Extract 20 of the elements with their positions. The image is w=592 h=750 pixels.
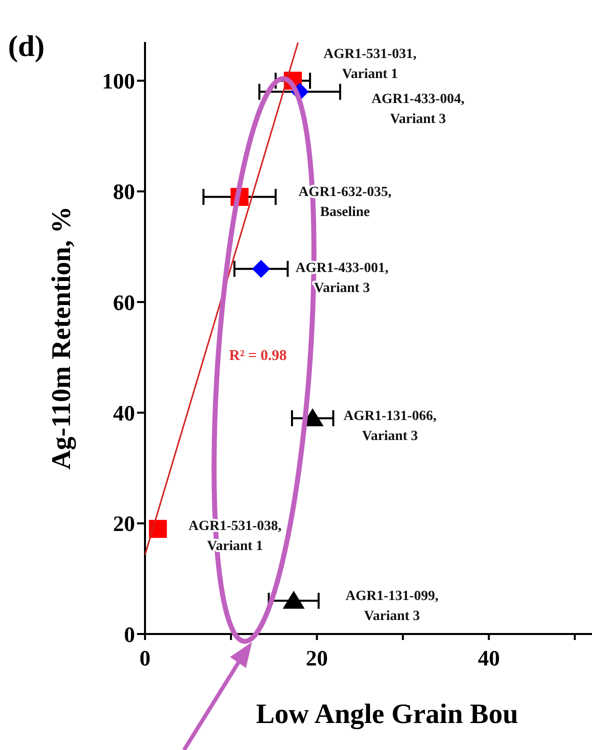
y-tick-label: 100 — [102, 68, 135, 94]
chart-title: (d) — [8, 30, 45, 63]
x-axis-title: Low Angle Grain Bou — [256, 699, 518, 730]
point — [252, 260, 270, 278]
annotation: AGR1-131-066, Variant 3 — [344, 409, 436, 444]
annotation: AGR1-433-004, Variant 3 — [372, 92, 464, 127]
y-tick-label: 40 — [113, 400, 135, 426]
y-tick-label: 20 — [113, 511, 135, 536]
point — [148, 520, 167, 538]
y-tick-label: 0 — [124, 622, 135, 647]
point — [282, 590, 305, 609]
y-tick-label: 80 — [113, 179, 135, 204]
annotation: AGR1-131-099, Variant 3 — [346, 589, 438, 624]
y-tick-label: 60 — [113, 290, 135, 315]
x-tick-label: 20 — [306, 646, 328, 671]
annotation: R² = 0.98 — [229, 348, 287, 364]
x-tick-label: 40 — [478, 646, 500, 671]
y-axis-title: Ag-110m Retention, % — [46, 206, 76, 470]
annotation: AGR1-531-031, Variant 1 — [324, 47, 416, 82]
x-tick-label: 0 — [140, 646, 150, 671]
